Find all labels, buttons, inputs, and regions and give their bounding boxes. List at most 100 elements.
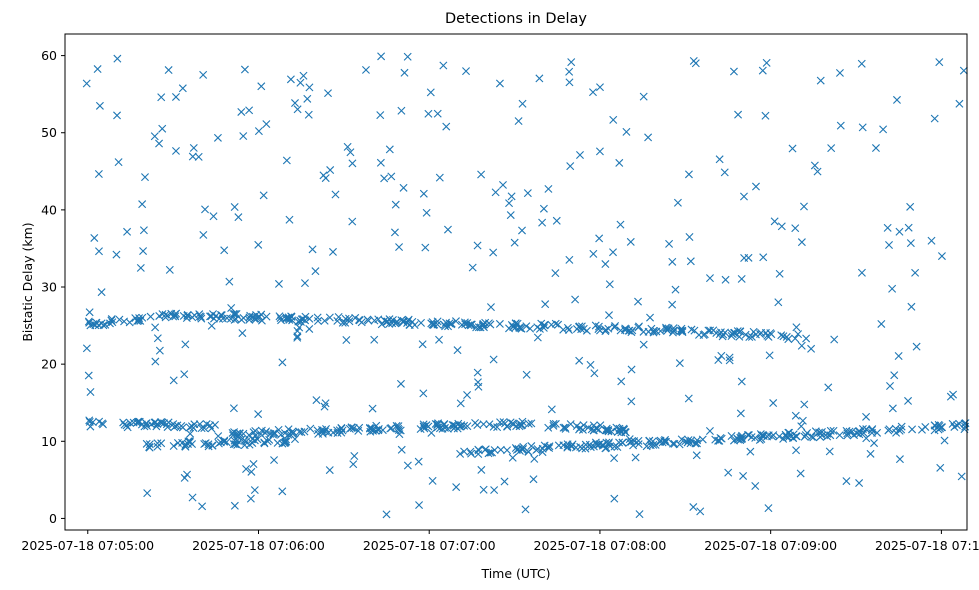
data-point [879,125,888,134]
data-point [394,422,403,431]
data-point [97,319,106,328]
data-point [383,317,392,326]
data-point [197,314,206,323]
data-point [746,447,755,456]
data-point [146,312,155,321]
data-point [813,167,822,176]
data-point [320,316,329,325]
data-point [524,419,533,428]
data-point [618,438,627,447]
data-point [690,326,699,335]
data-point [500,477,509,486]
data-point [769,431,778,440]
data-point [567,58,576,67]
data-point [349,424,358,433]
data-point [490,486,499,495]
data-point [596,83,604,92]
data-point [610,442,619,451]
data-point [442,318,451,327]
data-point [399,183,408,192]
data-point [198,502,207,511]
data-point [796,469,805,478]
data-point [605,280,614,289]
data-point [692,451,701,460]
data-point [419,389,428,398]
data-point [764,504,773,513]
data-point [495,79,504,88]
data-point [134,316,143,325]
data-point [781,430,790,439]
data-point [270,456,279,465]
data-point [133,317,142,326]
data-point [94,169,103,178]
data-point [652,327,661,336]
y-tick-label: 20 [41,357,57,372]
data-point [350,452,359,461]
data-point [395,430,404,439]
data-point [791,411,800,420]
data-point [481,445,490,454]
data-point [551,319,560,328]
data-point [565,78,574,87]
data-point [522,370,531,379]
data-point [533,333,542,342]
data-point [467,449,476,458]
data-point [567,442,576,451]
data-point [858,123,867,132]
data-point [95,247,103,256]
data-point [155,311,164,320]
x-tick-label: 2025-07-18 07:05:00 [21,538,154,553]
data-point [257,82,266,91]
data-point [516,419,525,428]
data-point [857,59,866,68]
data-point [351,313,360,322]
data-point [180,473,189,482]
data-point [114,158,123,167]
data-point [604,439,613,448]
data-point [443,225,452,234]
data-point [194,152,203,161]
data-point [866,449,875,458]
data-point [85,308,94,317]
data-point [892,95,901,104]
data-point [186,429,195,438]
data-point [862,412,871,421]
data-point [408,317,417,326]
data-point [346,148,355,157]
data-point [595,147,604,156]
data-point [886,382,895,390]
data-point [321,174,330,183]
data-point [400,68,409,77]
data-point [686,257,695,266]
data-point [788,144,797,153]
data-point [935,58,944,67]
data-point [545,444,554,453]
data-point [797,238,806,247]
data-point [396,379,405,388]
data-point [523,189,532,198]
data-point [743,430,752,439]
data-point [737,377,746,386]
data-point [242,465,251,474]
data-point [758,66,767,75]
data-point [439,61,448,70]
data-point [609,115,618,124]
data-point [911,268,920,277]
data-point [848,427,857,436]
data-point [518,226,526,235]
data-point [397,106,406,115]
data-point [835,68,844,77]
data-point [312,396,321,405]
data-point [751,482,760,490]
data-point [621,324,630,333]
data-point [908,425,917,434]
data-point [474,382,483,391]
data-point [596,421,605,430]
data-point [325,313,334,322]
data-point [145,440,154,449]
data-point [622,127,631,136]
data-point [123,227,132,236]
data-point [471,418,480,427]
data-point [792,432,801,441]
data-point [644,327,653,336]
